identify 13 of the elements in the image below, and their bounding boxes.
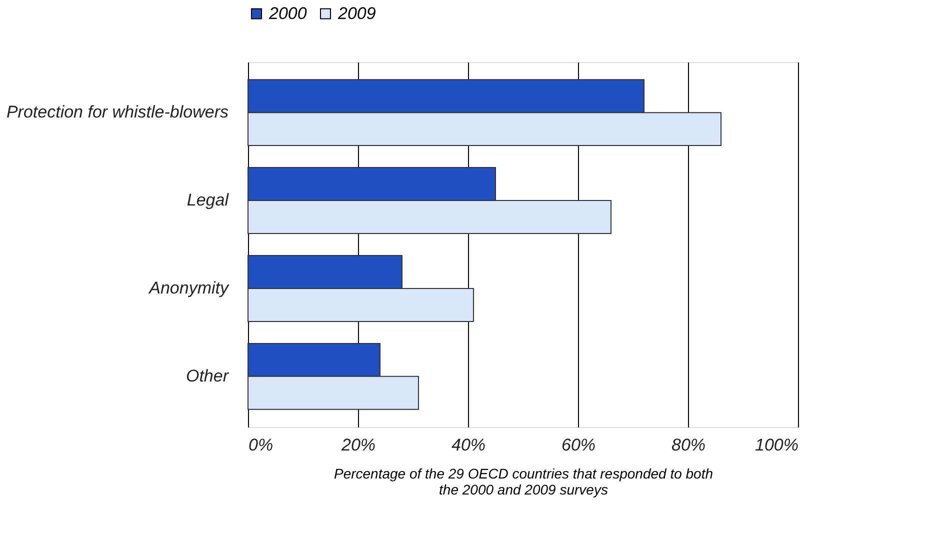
x-tick-label: 60% <box>561 436 596 454</box>
x-tick-label: 0% <box>248 436 274 454</box>
y-tick-label: Anonymity <box>148 278 230 298</box>
x-tick-label: 40% <box>451 436 486 454</box>
x-tick-label: 20% <box>340 436 376 454</box>
legend-label: 2009 <box>337 4 376 23</box>
y-tick-label: Other <box>186 366 230 386</box>
y-tick-label: Legal <box>186 190 230 210</box>
legend-label: 2000 <box>268 4 308 23</box>
x-axis-title: Percentage of the 29 OECD countries that responded to both the 2000 and 2009 surveys <box>334 466 714 498</box>
x-tick-label: 100% <box>755 436 798 454</box>
y-tick-label: Protection for whistle-blowers <box>6 102 229 122</box>
x-tick-label: 80% <box>671 436 706 454</box>
